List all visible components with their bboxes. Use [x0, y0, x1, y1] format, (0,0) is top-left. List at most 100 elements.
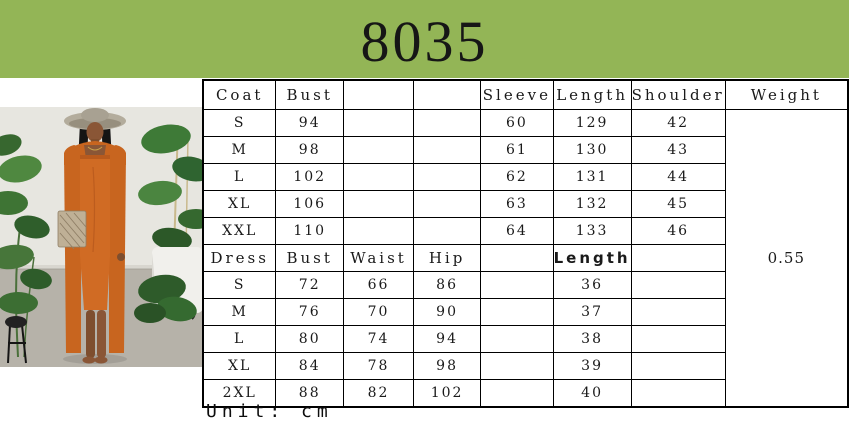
column-header: Length	[552, 79, 632, 110]
measure-cell: 110	[275, 217, 345, 245]
measure-cell: 60	[480, 109, 554, 137]
size-label-cell: XXL	[202, 217, 277, 245]
plant-stand	[7, 324, 27, 364]
measure-cell: 39	[552, 352, 632, 380]
right-plant	[134, 124, 203, 323]
measure-cell: 131	[552, 163, 632, 191]
measure-cell	[343, 163, 415, 191]
size-table: Coat Bust Sleeve Length Shoulder Weight S 94 60 1…	[202, 79, 849, 408]
measure-cell	[343, 109, 415, 137]
size-label-cell: S	[202, 271, 277, 299]
section-header-cell	[480, 244, 554, 272]
measure-cell	[480, 352, 554, 380]
column-header: Sleeve	[480, 79, 554, 110]
table-row: M 98 61 130 43	[202, 136, 848, 164]
table-header-row: Coat Bust Sleeve Length Shoulder Weight	[202, 79, 849, 110]
measure-cell: 78	[343, 352, 415, 380]
measure-cell: 45	[630, 190, 726, 218]
size-label-cell: XL	[202, 352, 277, 380]
size-label-cell: L	[202, 163, 277, 191]
measure-cell: 84	[275, 352, 345, 380]
measure-cell: 132	[552, 190, 632, 218]
measure-cell	[413, 109, 482, 137]
column-header: Bust	[275, 79, 345, 110]
measure-cell: 129	[552, 109, 632, 137]
measure-cell: 63	[480, 190, 554, 218]
measure-cell	[413, 136, 482, 164]
product-code: 8035	[360, 9, 489, 74]
column-header	[343, 79, 415, 110]
measure-cell	[630, 271, 726, 299]
section-header-cell	[630, 244, 726, 272]
size-label-cell: L	[202, 325, 277, 353]
measure-cell	[480, 379, 554, 408]
measure-cell: 43	[630, 136, 726, 164]
size-label-cell: S	[202, 109, 277, 137]
measure-cell	[480, 271, 554, 299]
measure-cell: 133	[552, 217, 632, 245]
measure-cell	[413, 217, 482, 245]
measure-cell	[343, 136, 415, 164]
measure-cell: 44	[630, 163, 726, 191]
measure-cell: 40	[552, 379, 632, 408]
section-header-cell: Hip	[413, 244, 482, 272]
measure-cell: 72	[275, 271, 345, 299]
measure-cell: 36	[552, 271, 632, 299]
measure-cell	[343, 190, 415, 218]
measure-cell: 82	[343, 379, 415, 408]
table-row: 2XL 88 82 102 40	[202, 379, 848, 408]
measure-cell	[343, 217, 415, 245]
section-header-cell: Waist	[343, 244, 415, 272]
measure-cell: 88	[275, 379, 345, 408]
measure-cell: 94	[413, 325, 482, 353]
measure-cell: 62	[480, 163, 554, 191]
measure-cell: 98	[275, 136, 345, 164]
section-header-cell: Length	[552, 244, 632, 272]
section-header-cell: Dress	[202, 244, 277, 272]
measure-cell	[413, 190, 482, 218]
measure-cell	[630, 379, 726, 408]
measure-cell: 106	[275, 190, 345, 218]
column-header: Weight	[724, 79, 849, 110]
measure-cell: 102	[275, 163, 345, 191]
size-label-cell: 2XL	[202, 379, 277, 408]
measure-cell: 102	[413, 379, 482, 408]
measure-cell	[630, 352, 726, 380]
measure-cell: 38	[552, 325, 632, 353]
measure-cell: 70	[343, 298, 415, 326]
dress	[80, 155, 110, 310]
product-photo	[0, 107, 203, 367]
measure-cell	[630, 298, 726, 326]
measure-cell	[630, 325, 726, 353]
measure-cell: 94	[275, 109, 345, 137]
unit-note: Unit: cm	[206, 401, 333, 422]
table-row: XL 84 78 98 39	[202, 352, 848, 380]
measure-cell: 80	[275, 325, 345, 353]
size-label-cell: M	[202, 136, 277, 164]
table-row: Dress Bust Waist Hip Length	[202, 244, 848, 272]
column-header: Shoulder	[630, 79, 726, 110]
measure-cell: 98	[413, 352, 482, 380]
table-row: M 76 70 90 37	[202, 298, 848, 326]
measure-cell: 64	[480, 217, 554, 245]
column-header: Coat	[202, 79, 277, 110]
measure-cell: 46	[630, 217, 726, 245]
table-row: XL 106 63 132 45	[202, 190, 848, 218]
measure-cell: 66	[343, 271, 415, 299]
measure-cell: 76	[275, 298, 345, 326]
measure-cell: 74	[343, 325, 415, 353]
measure-cell	[480, 325, 554, 353]
left-plant	[0, 134, 52, 364]
measure-cell: 86	[413, 271, 482, 299]
size-label-cell: XL	[202, 190, 277, 218]
legs	[82, 310, 108, 364]
column-header	[413, 79, 482, 110]
section-header-cell: Bust	[275, 244, 345, 272]
size-label-cell: M	[202, 298, 277, 326]
clutch-bag	[57, 210, 87, 250]
face	[86, 122, 104, 142]
measure-cell	[413, 163, 482, 191]
measure-cell	[480, 298, 554, 326]
header-band: 8035	[0, 0, 849, 78]
